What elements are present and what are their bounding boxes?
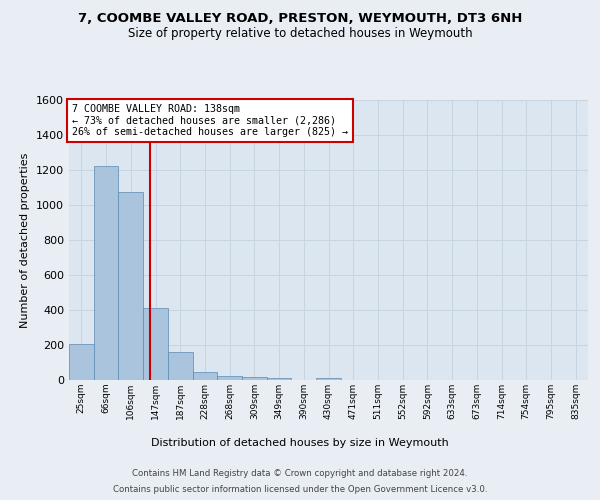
- Text: Distribution of detached houses by size in Weymouth: Distribution of detached houses by size …: [151, 438, 449, 448]
- Bar: [94, 166, 118, 380]
- Text: 7, COOMBE VALLEY ROAD, PRESTON, WEYMOUTH, DT3 6NH: 7, COOMBE VALLEY ROAD, PRESTON, WEYMOUTH…: [78, 12, 522, 26]
- Text: Contains public sector information licensed under the Open Government Licence v3: Contains public sector information licen…: [113, 485, 487, 494]
- Bar: [193, 372, 217, 380]
- Text: 7 COOMBE VALLEY ROAD: 138sqm
← 73% of detached houses are smaller (2,286)
26% of: 7 COOMBE VALLEY ROAD: 138sqm ← 73% of de…: [71, 104, 347, 138]
- Text: Contains HM Land Registry data © Crown copyright and database right 2024.: Contains HM Land Registry data © Crown c…: [132, 469, 468, 478]
- Bar: [69, 344, 94, 380]
- Bar: [242, 378, 267, 380]
- Bar: [168, 352, 193, 380]
- Bar: [118, 192, 143, 380]
- Bar: [316, 378, 341, 380]
- Y-axis label: Number of detached properties: Number of detached properties: [20, 152, 31, 328]
- Text: Size of property relative to detached houses in Weymouth: Size of property relative to detached ho…: [128, 28, 472, 40]
- Bar: [143, 308, 168, 380]
- Bar: [217, 376, 242, 380]
- Bar: [267, 378, 292, 380]
